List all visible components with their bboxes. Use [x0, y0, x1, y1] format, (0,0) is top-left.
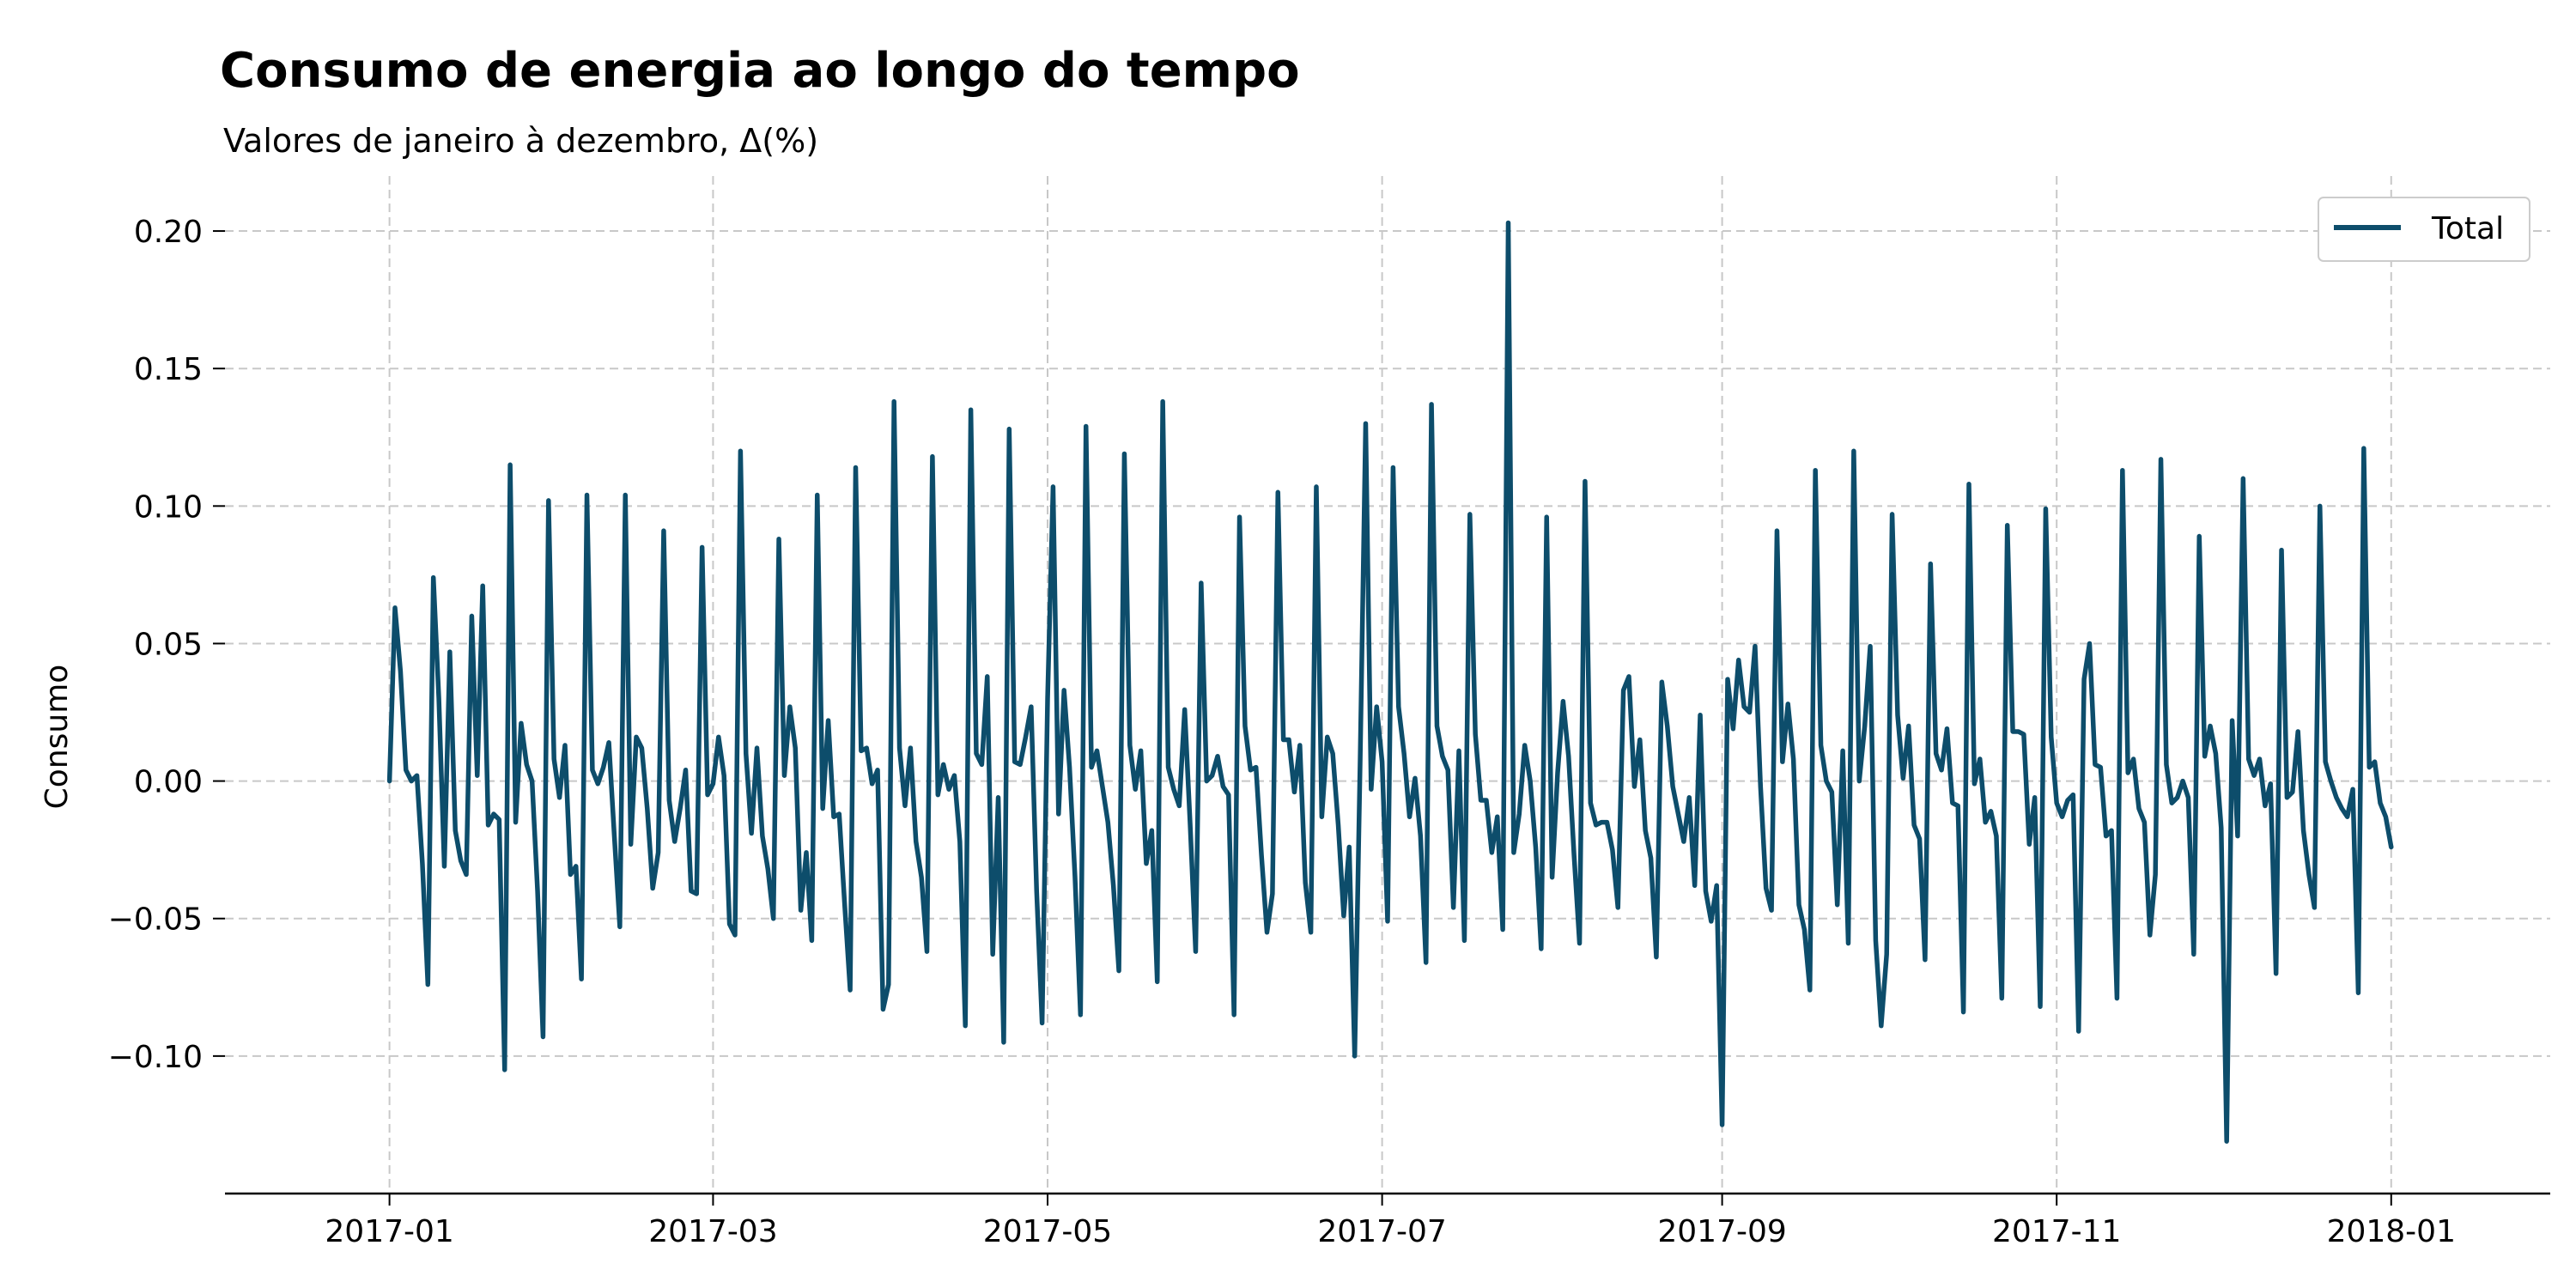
x-tick-label: 2017-03	[648, 1214, 777, 1249]
x-tick-label: 2017-09	[1657, 1214, 1786, 1249]
series-layer	[386, 220, 2394, 1144]
x-tick-label: 2017-07	[1317, 1214, 1446, 1249]
x-tick-label: 2017-01	[325, 1214, 453, 1249]
x-tick-label: 2017-05	[983, 1214, 1112, 1249]
y-axis-label: Consumo	[39, 665, 75, 810]
chart-title: Consumo de energia ao longo do tempo	[220, 43, 1300, 99]
legend-box	[2318, 197, 2530, 262]
y-tick-label: 0.00	[134, 765, 203, 800]
y-tick-label: 0.20	[134, 215, 203, 250]
y-tick-label: 0.10	[134, 489, 203, 525]
x-tick-label: 2018-01	[2327, 1214, 2456, 1249]
legend: Total	[2318, 197, 2530, 262]
y-tick-label: −0.10	[108, 1040, 203, 1075]
chart-subtitle: Valores de janeiro à dezembro, Δ(%)	[223, 122, 819, 160]
y-tick-label: 0.15	[134, 352, 203, 387]
y-tick-label: 0.05	[134, 627, 203, 662]
x-tick-label: 2017-11	[1992, 1214, 2121, 1249]
series-line-0	[386, 220, 2394, 1144]
y-tick-label: −0.05	[108, 902, 203, 938]
axes: 0.20 0.15 0.10 0.05 0.00 −0.05 −0.10 2017-01 201…	[108, 215, 2550, 1249]
legend-label: Total	[2431, 211, 2504, 246]
